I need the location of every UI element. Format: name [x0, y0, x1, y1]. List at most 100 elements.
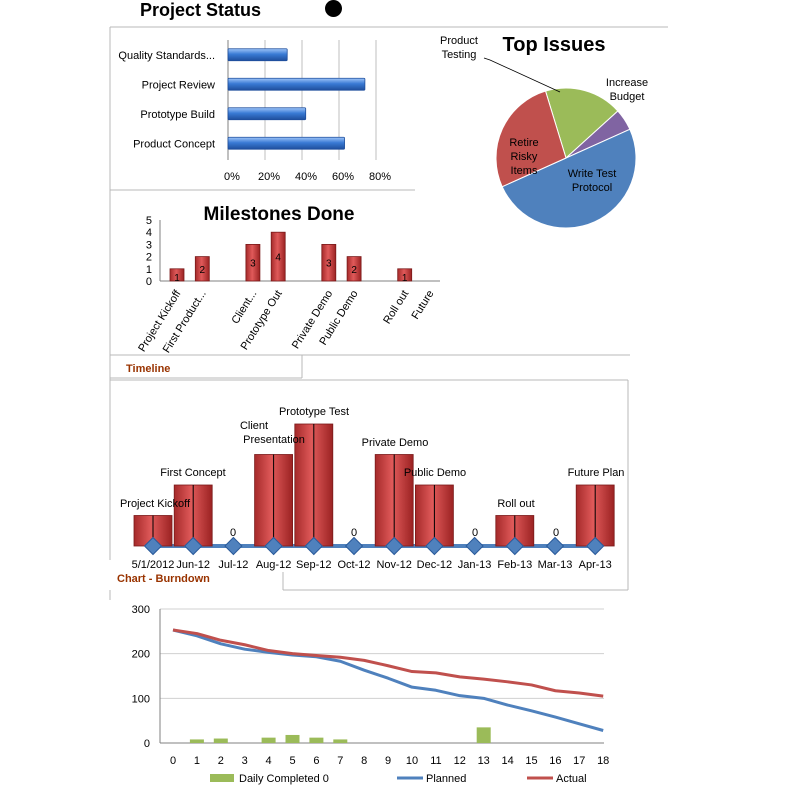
tick-label: 4 [266, 755, 272, 767]
date-label: Jan-13 [458, 559, 492, 571]
bar [189, 739, 204, 743]
bar [261, 737, 276, 743]
category-label: Quality Standards... [118, 50, 215, 62]
timeline-marker [224, 536, 243, 556]
data-label: 1 [174, 273, 180, 284]
bar [346, 256, 362, 282]
tick-label: 8 [361, 755, 367, 767]
leader-line [483, 57, 561, 93]
timeline-marker [505, 536, 524, 556]
tick-label: 7 [337, 755, 343, 767]
tick-label: 3 [242, 755, 248, 767]
tick-label: 60% [332, 171, 354, 183]
tick-label: 17 [573, 755, 585, 767]
timeline-chart: 5/1/2012 Jun-12 Jul-12 Aug-12 Sep-12 Oct-12 No… [120, 406, 624, 571]
milestone-label: Private Demo [362, 437, 429, 449]
category-label: Prototype Build [140, 109, 215, 121]
tick-label: 6 [313, 755, 319, 767]
timeline-marker [344, 536, 364, 556]
milestone-label: Public Demo [404, 467, 466, 479]
tick-label: 16 [549, 755, 561, 767]
bar [333, 739, 348, 743]
date-label: Aug-12 [256, 559, 291, 571]
data-label: 3 [326, 259, 332, 270]
tick-label: 2 [146, 252, 152, 264]
tick-label: 4 [146, 227, 152, 239]
data-label: 2 [200, 265, 206, 276]
slice-label: Product Testing [440, 35, 478, 61]
pie-slice [495, 90, 567, 188]
bar [397, 268, 413, 282]
tick-label: 15 [525, 755, 537, 767]
tick-label: 11 [430, 755, 441, 767]
bar [227, 77, 366, 91]
timeline-marker [385, 536, 404, 556]
tick-label: 0 [146, 276, 152, 288]
tick-label: 0% [224, 171, 240, 183]
tick-label: 300 [132, 604, 150, 616]
data-label: 1 [402, 273, 408, 284]
slice-label: Increase Budget [606, 77, 648, 103]
pie-slice [544, 87, 619, 159]
tick-label: 100 [132, 693, 150, 705]
date-label: Nov-12 [376, 559, 411, 571]
bar [321, 243, 337, 282]
tick-label: 5 [289, 755, 295, 767]
category-label: Future [410, 288, 437, 321]
milestone-label: 0 [472, 527, 478, 539]
tick-label: 1 [146, 264, 152, 276]
timeline-marker [143, 536, 163, 556]
tick-label: 3 [146, 239, 152, 251]
milestone-label: 0 [230, 527, 236, 539]
date-label: Feb-13 [497, 559, 532, 571]
bar [213, 738, 228, 743]
timeline-tab[interactable]: Timeline [126, 363, 171, 375]
tick-label: 40% [295, 171, 317, 183]
milestone-label: First Concept [160, 467, 225, 479]
date-label: Oct-12 [337, 559, 370, 571]
timeline-marker [264, 536, 283, 556]
tick-label: 20% [258, 171, 280, 183]
legend-label: Daily Completed 0 [239, 773, 329, 785]
bar [270, 231, 286, 282]
series-line [172, 628, 604, 698]
tick-label: 200 [132, 649, 150, 661]
progress-chart: 0% 20% 40% 60% 80% Quality Standards... Projec… [118, 40, 391, 183]
section-frames [109, 26, 668, 600]
tick-label: 80% [369, 171, 391, 183]
category-label: Roll out [381, 288, 411, 326]
bar [227, 48, 288, 62]
slice-label: Write Test Protocol [568, 168, 617, 194]
timeline-marker [304, 536, 323, 556]
date-label: Jul-12 [218, 559, 248, 571]
milestone-label: Client Presentation [240, 420, 305, 446]
series-line [172, 628, 604, 732]
date-label: Sep-12 [296, 559, 331, 571]
tick-label: 1 [194, 755, 200, 767]
burndown-tab[interactable]: Chart - Burndown [117, 573, 210, 585]
date-label: Mar-13 [538, 559, 573, 571]
data-label: 2 [351, 265, 357, 276]
date-label: Dec-12 [417, 559, 452, 571]
page-title: Project Status [140, 0, 262, 20]
milestone-label: 0 [553, 527, 559, 539]
tick-label: 0 [170, 755, 176, 767]
tick-label: 18 [597, 755, 609, 767]
date-label: 5/1/2012 [132, 559, 175, 571]
tick-label: 13 [478, 755, 490, 767]
legend-swatch [210, 774, 234, 782]
tick-label: 2 [218, 755, 224, 767]
milestone-label: Prototype Test [279, 406, 349, 418]
data-label: 3 [250, 259, 256, 270]
bar [227, 136, 345, 150]
timeline-marker [465, 536, 484, 556]
issues-pie-chart: Top Issues Product Testing Increase Budget Wr… [440, 34, 648, 229]
bar [476, 727, 491, 743]
bar [169, 268, 185, 282]
bar [245, 243, 261, 282]
legend-label: Actual [556, 773, 587, 785]
chart-title: Top Issues [503, 34, 606, 56]
milestone-label: Roll out [497, 498, 534, 510]
bar [309, 737, 324, 743]
